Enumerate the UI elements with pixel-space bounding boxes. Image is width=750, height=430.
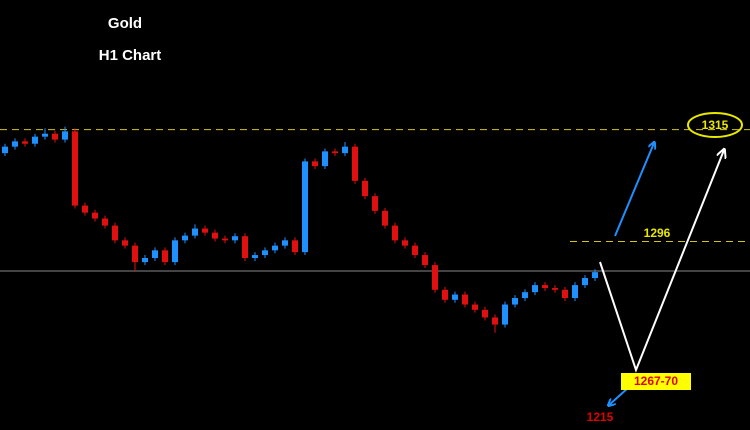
candle-body xyxy=(132,245,138,263)
annotation: 1215 xyxy=(587,410,614,424)
candle-body xyxy=(532,285,538,293)
level-label: 1315 xyxy=(702,118,729,132)
target-ellipse xyxy=(687,112,743,138)
candle-body xyxy=(372,196,378,211)
up-arrow xyxy=(614,143,654,237)
chart-title: Gold xyxy=(108,15,142,32)
candle-body xyxy=(162,250,168,263)
candle-body xyxy=(592,272,598,279)
down-arrow xyxy=(609,387,629,405)
candle-body xyxy=(42,133,48,137)
candle-body xyxy=(12,141,18,147)
candle-body xyxy=(122,240,128,246)
candle-body xyxy=(362,180,368,197)
candle-body xyxy=(352,146,358,181)
candle-body xyxy=(502,304,508,325)
candle-body xyxy=(492,317,498,325)
candle-body xyxy=(342,146,348,154)
candle-body xyxy=(32,136,38,144)
candle-body xyxy=(112,225,118,241)
candle-body xyxy=(322,151,328,167)
candle-body xyxy=(402,240,408,246)
candle-body xyxy=(252,255,258,258)
candle-body xyxy=(262,250,268,256)
candle-body xyxy=(72,131,78,206)
candle-body xyxy=(152,250,158,258)
candle-body xyxy=(442,289,448,300)
candle-body xyxy=(452,294,458,300)
candle-body xyxy=(472,304,478,310)
candle-body xyxy=(512,298,518,305)
candle-body xyxy=(272,245,278,251)
candle-body xyxy=(422,255,428,266)
candle-body xyxy=(292,240,298,253)
candle-body xyxy=(332,151,338,154)
candle-body xyxy=(212,232,218,239)
chart-subtitle: H1 Chart xyxy=(99,47,162,64)
candle-body xyxy=(62,131,68,140)
candle-body xyxy=(222,238,228,241)
candle-body xyxy=(2,146,8,154)
candle-body xyxy=(382,210,388,226)
candle-body xyxy=(482,309,488,318)
candle-body xyxy=(302,161,308,253)
candle-body xyxy=(562,289,568,299)
candle-body xyxy=(202,228,208,233)
candle-body xyxy=(282,240,288,246)
candle-body xyxy=(242,236,248,258)
label-box xyxy=(621,373,691,390)
candle-body xyxy=(52,133,58,140)
candle-body xyxy=(22,141,28,144)
candle-body xyxy=(82,205,88,213)
candle-body xyxy=(412,245,418,256)
level-label: 1296 xyxy=(644,226,671,240)
candle-body xyxy=(462,294,468,305)
candle-body xyxy=(572,285,578,299)
candle-body xyxy=(102,218,108,226)
candle-body xyxy=(522,292,528,299)
candle-body xyxy=(192,228,198,236)
candle-body xyxy=(232,236,238,241)
candle-body xyxy=(542,285,548,289)
candle-body xyxy=(172,240,178,263)
candle-body xyxy=(182,235,188,241)
path-arrow xyxy=(599,150,724,373)
candle-body xyxy=(552,288,558,290)
candle-body xyxy=(92,212,98,219)
candle-body xyxy=(312,161,318,167)
annotation: 1267-70 xyxy=(634,374,678,388)
candle-body xyxy=(432,265,438,290)
candle-body xyxy=(142,258,148,263)
plot xyxy=(0,126,750,333)
candle-body xyxy=(392,225,398,241)
candle-body xyxy=(582,278,588,286)
